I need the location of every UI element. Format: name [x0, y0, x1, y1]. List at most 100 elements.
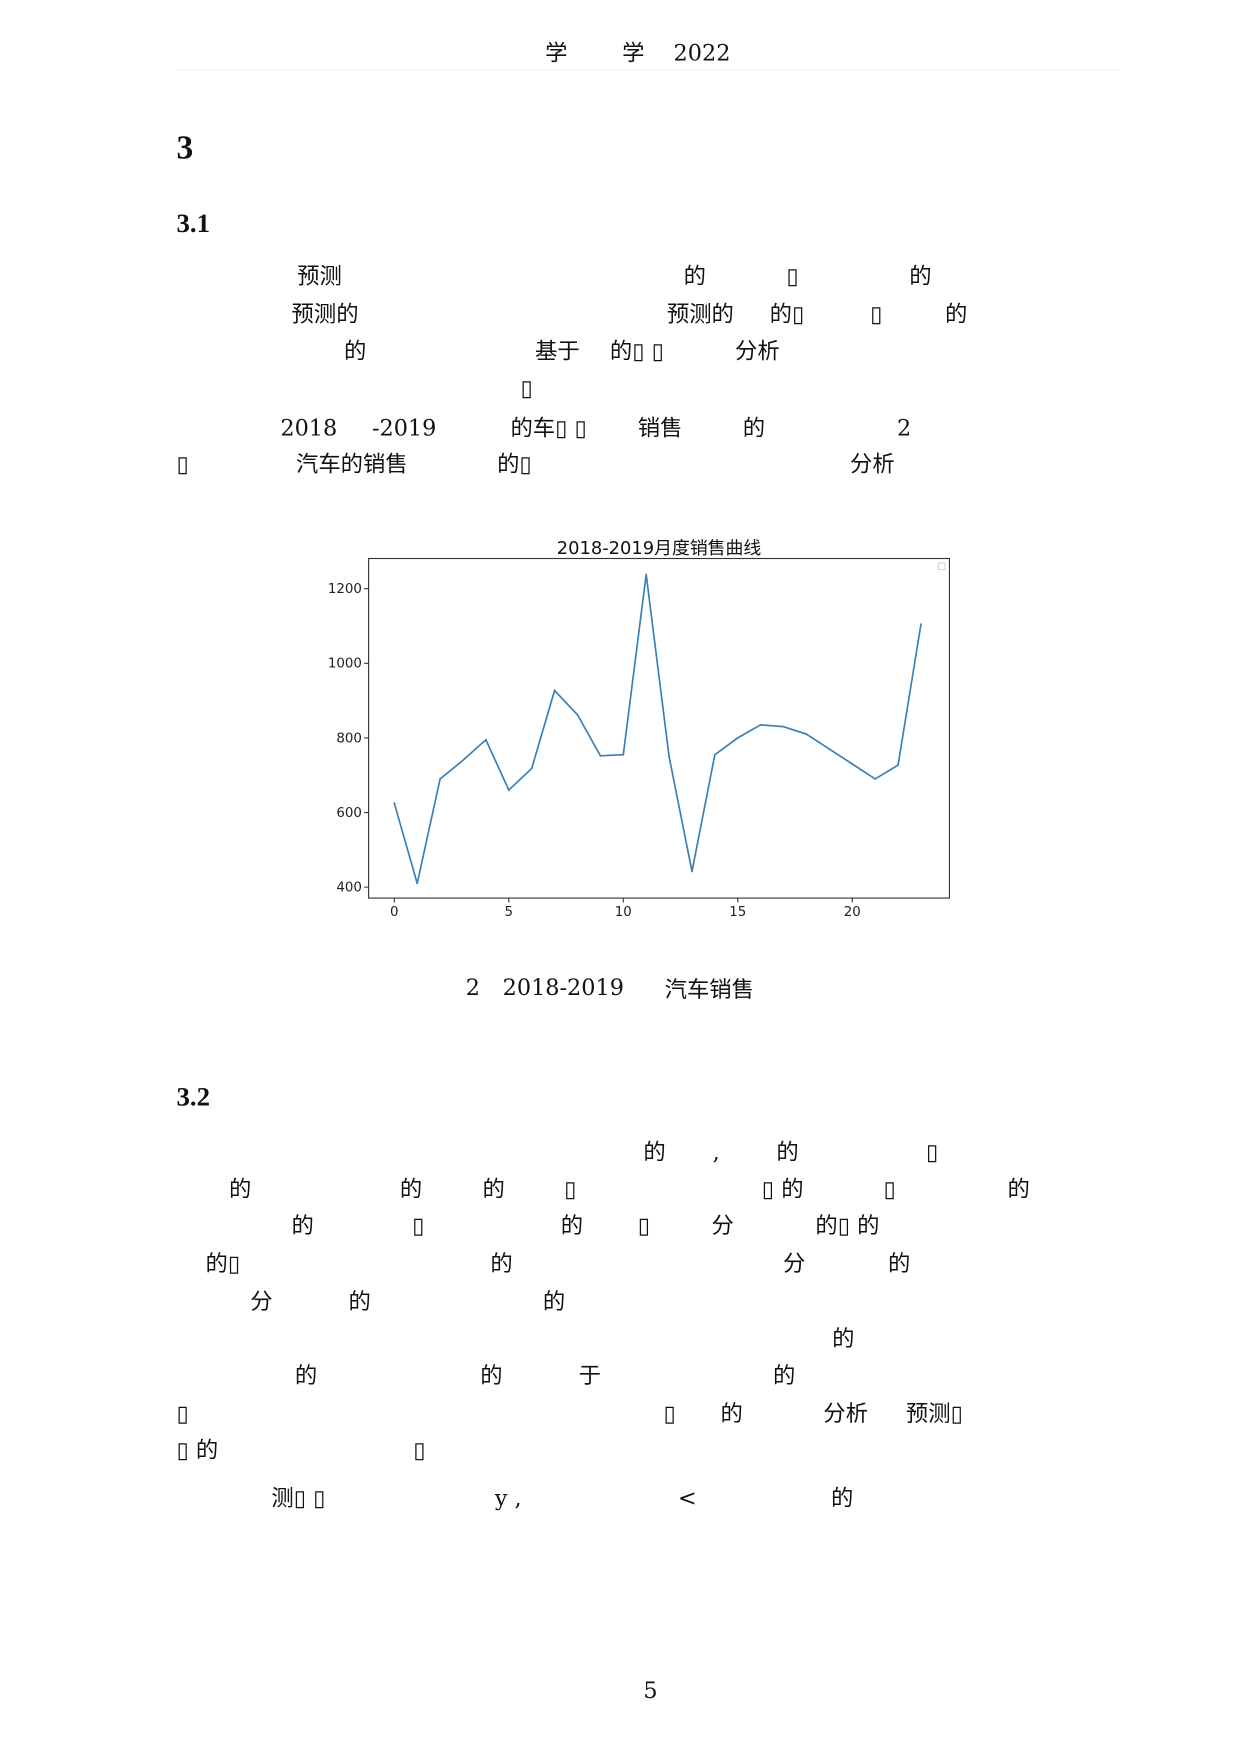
figure-caption-years: 2018-2019	[502, 974, 624, 1001]
text-fragment: 分析	[734, 337, 780, 365]
text-fragment: 的	[772, 1361, 796, 1389]
text-fragment: 2	[896, 414, 912, 442]
plot-frame	[368, 557, 951, 899]
text-fragment: 分	[783, 1249, 806, 1277]
data-point	[416, 882, 419, 885]
data-point	[920, 623, 922, 625]
text-fragment: 的	[888, 1249, 911, 1277]
text-fragment: ▯	[412, 1211, 425, 1239]
header-year: 2022	[673, 39, 731, 66]
text-fragment: ▯	[870, 300, 883, 328]
data-point	[530, 767, 533, 770]
text-fragment: 的	[909, 262, 932, 290]
data-point	[759, 723, 762, 726]
figure-caption-number: 2	[465, 974, 481, 1001]
text-fragment: ▯	[564, 1175, 577, 1202]
text-fragment: 分析	[823, 1399, 868, 1427]
sales-series-line	[393, 574, 922, 884]
data-point	[897, 764, 899, 767]
text-fragment: 的	[294, 1361, 318, 1389]
data-point	[645, 573, 648, 576]
text-fragment: 于	[578, 1361, 601, 1389]
data-point	[805, 733, 808, 736]
text-fragment: 的	[643, 1138, 666, 1166]
text-fragment: 测▯ ▯	[271, 1484, 326, 1512]
text-fragment: 的	[1007, 1175, 1030, 1202]
y-tick-label: 600	[336, 806, 362, 821]
data-point	[668, 755, 670, 758]
y-tick-label: 1000	[328, 657, 362, 672]
text-fragment: 的	[291, 1211, 314, 1239]
header-text: 学	[622, 39, 645, 66]
subsection-title-3-2: 3.2	[176, 1082, 210, 1112]
y-tick-label: 800	[336, 731, 362, 746]
text-fragment: ▯	[413, 1436, 426, 1464]
text-fragment: 汽车的销售	[296, 450, 408, 477]
section-title: 3	[176, 129, 194, 167]
text-fragment: 的	[742, 414, 766, 442]
y-tick-label: 400	[336, 881, 362, 896]
text-fragment: 销售	[637, 414, 683, 442]
text-fragment: 的	[348, 1287, 371, 1315]
header-text: 学	[545, 39, 568, 66]
text-fragment: ▯	[176, 1399, 189, 1427]
x-tick-label: 20	[844, 905, 861, 920]
text-fragment: 的	[480, 1361, 503, 1389]
text-fragment: <	[678, 1484, 697, 1512]
text-fragment: 的	[831, 1484, 854, 1512]
text-fragment: ▯ 的	[761, 1175, 804, 1202]
text-fragment: 预测▯	[905, 1399, 963, 1427]
text-fragment: y ,	[494, 1484, 522, 1512]
text-fragment: 的	[720, 1399, 743, 1427]
chart-title: 2018-2019月度销售曲线	[557, 538, 762, 559]
text-fragment: 基于	[535, 337, 580, 365]
text-fragment: 的车▯ ▯	[510, 414, 587, 442]
text-fragment: 的	[344, 337, 367, 365]
data-point	[462, 759, 464, 762]
sales-line-chart: 2018-2019月度销售曲线 400 600 800 1000 1200 0 5 10 15 20	[328, 538, 951, 920]
text-fragment: 的	[683, 262, 706, 290]
legend-box	[937, 562, 946, 571]
text-fragment: 分	[250, 1287, 273, 1315]
text-fragment: 的▯	[205, 1249, 241, 1277]
y-tick-label: 1200	[328, 582, 362, 597]
data-point	[622, 753, 625, 756]
data-point	[576, 713, 579, 716]
text-fragment: 2018	[280, 414, 338, 442]
text-fragment: ▯	[786, 262, 799, 290]
text-fragment: ▯	[883, 1175, 896, 1202]
text-fragment: 的▯ 的	[815, 1211, 880, 1239]
text-fragment: ▯	[663, 1399, 676, 1427]
text-fragment: 的	[776, 1138, 799, 1166]
text-fragment: ,	[712, 1138, 720, 1166]
data-point	[828, 748, 831, 750]
text-fragment: 的▯	[497, 450, 532, 477]
text-fragment: 的	[832, 1324, 855, 1352]
data-point	[874, 778, 877, 780]
x-tick-label: 10	[615, 905, 632, 920]
figure-caption-text: 汽车销售	[664, 975, 754, 1003]
data-point	[393, 802, 396, 805]
text-fragment: 分析	[850, 450, 895, 477]
text-fragment: 的	[560, 1211, 584, 1239]
data-point	[507, 789, 510, 792]
x-tick-label: 15	[729, 905, 746, 920]
data-point	[485, 738, 487, 741]
text-fragment: 的	[228, 1175, 252, 1202]
page-number: 5	[643, 1676, 658, 1704]
text-fragment: ▯	[637, 1211, 651, 1239]
text-fragment: 预测	[297, 262, 342, 290]
text-fragment: ▯	[176, 450, 189, 477]
subsection-title-3-1: 3.1	[176, 209, 210, 239]
text-fragment: 分	[711, 1211, 734, 1239]
text-fragment: ▯	[925, 1138, 939, 1166]
text-fragment: 预测的	[291, 300, 359, 328]
data-point	[439, 778, 441, 780]
x-tick-label: 5	[505, 905, 514, 920]
text-fragment: 的	[944, 300, 968, 328]
text-fragment: 的	[482, 1175, 505, 1202]
data-point	[553, 689, 556, 692]
data-point	[599, 754, 602, 757]
text-fragment: ▯	[520, 374, 533, 402]
